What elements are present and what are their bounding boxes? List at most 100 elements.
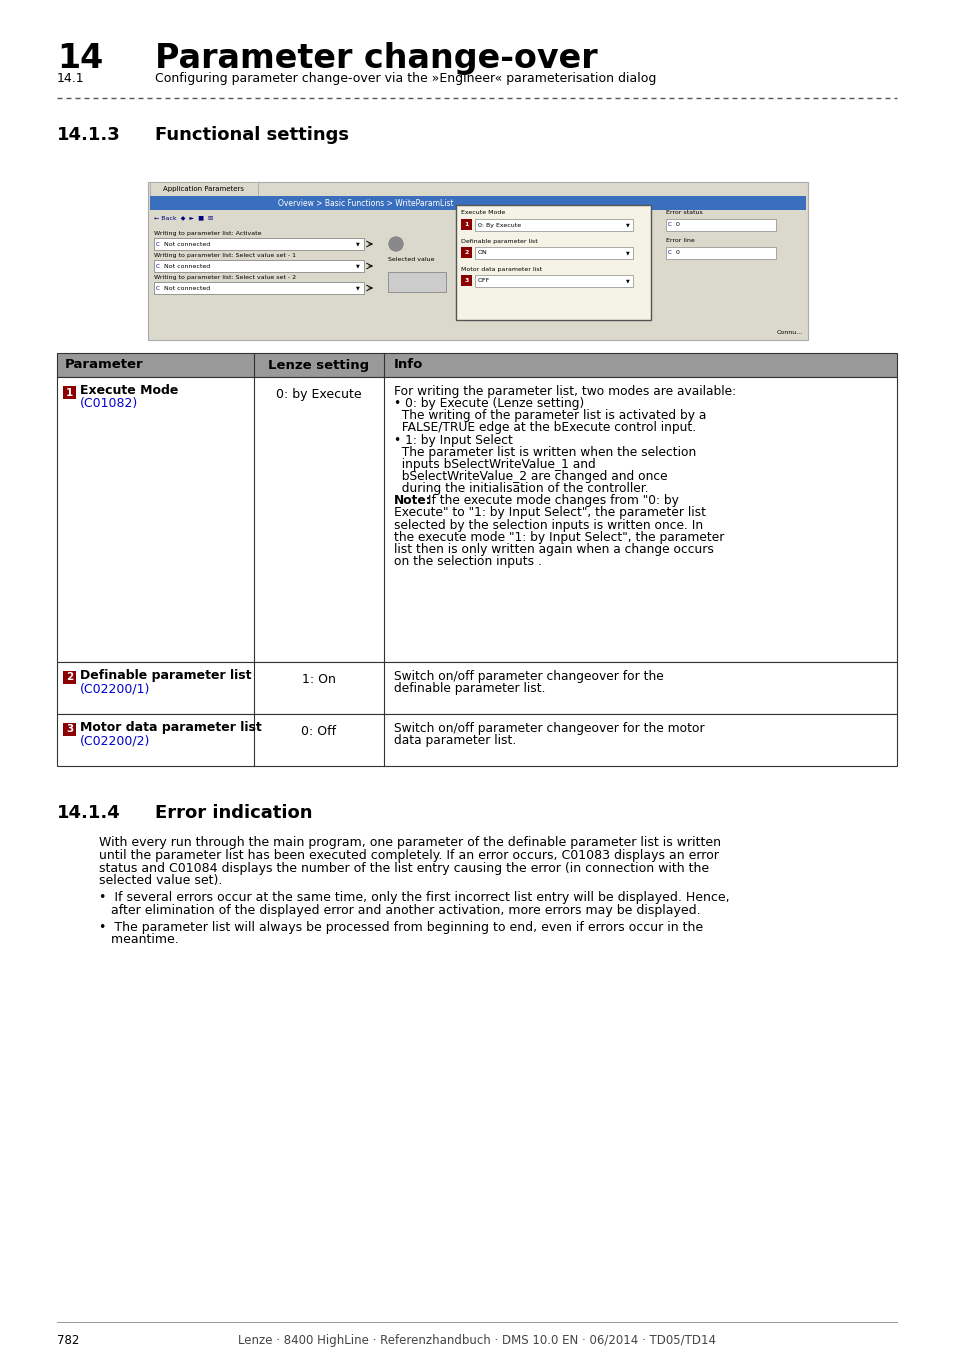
Text: Functional settings: Functional settings	[154, 126, 349, 144]
Text: ▼: ▼	[625, 251, 629, 255]
Text: selected by the selection inputs is written once. In: selected by the selection inputs is writ…	[394, 518, 702, 532]
Text: Not connected: Not connected	[164, 285, 210, 290]
Text: 1: 1	[464, 221, 468, 227]
Text: 0: 0	[676, 223, 679, 228]
Text: the execute mode "1: by Input Select", the parameter: the execute mode "1: by Input Select", t…	[394, 531, 723, 544]
Text: Writing to parameter list: Select value set - 2: Writing to parameter list: Select value …	[153, 275, 295, 279]
Text: Definable parameter list: Definable parameter list	[460, 239, 537, 243]
Text: Switch on/off parameter changeover for the motor: Switch on/off parameter changeover for t…	[394, 722, 704, 734]
Text: meantime.: meantime.	[99, 933, 178, 946]
Text: 1: 1	[66, 387, 73, 397]
Bar	[63, 671, 76, 684]
Text: ▼: ▼	[625, 223, 629, 228]
Text: C: C	[156, 285, 159, 290]
Text: Execute Mode: Execute Mode	[460, 211, 505, 216]
Bar	[150, 196, 805, 211]
Text: 0: Off: 0: Off	[301, 725, 336, 738]
Text: Writing to parameter list: Select value set - 1: Writing to parameter list: Select value …	[153, 252, 295, 258]
Bar	[665, 247, 775, 259]
Text: Overview > Basic Functions > WriteParamList: Overview > Basic Functions > WriteParamL…	[277, 198, 453, 208]
Text: ▼: ▼	[355, 242, 359, 247]
Bar	[63, 386, 76, 400]
Text: 14: 14	[57, 42, 103, 76]
Text: 0: by Execute: 0: by Execute	[276, 387, 361, 401]
Text: 14.1: 14.1	[57, 72, 85, 85]
Bar	[57, 714, 896, 765]
Text: 0: 0	[676, 251, 679, 255]
Text: Connu...: Connu...	[776, 329, 802, 335]
Text: (C01082): (C01082)	[80, 397, 138, 410]
Text: Not connected: Not connected	[164, 263, 210, 269]
Text: 2: 2	[66, 672, 73, 683]
Text: Execute" to "1: by Input Select", the parameter list: Execute" to "1: by Input Select", the pa…	[394, 506, 705, 520]
Text: Motor data parameter list: Motor data parameter list	[80, 721, 261, 734]
Text: C: C	[156, 242, 159, 247]
Text: The parameter list is written when the selection: The parameter list is written when the s…	[394, 446, 696, 459]
Bar	[475, 219, 633, 231]
Text: status and C01084 displays the number of the list entry causing the error (in co: status and C01084 displays the number of…	[99, 861, 708, 875]
Text: ▼: ▼	[355, 263, 359, 269]
Text: 3: 3	[66, 725, 73, 734]
Text: Parameter change-over: Parameter change-over	[154, 42, 597, 76]
Text: ← Back  ◆  ►  ■  ✉: ← Back ◆ ► ■ ✉	[153, 216, 213, 220]
Text: Motor data parameter list: Motor data parameter list	[460, 266, 541, 271]
Text: 14.1.3: 14.1.3	[57, 126, 121, 144]
Text: •  The parameter list will always be processed from beginning to end, even if er: • The parameter list will always be proc…	[99, 921, 702, 934]
Text: Lenze · 8400 HighLine · Referenzhandbuch · DMS 10.0 EN · 06/2014 · TD05/TD14: Lenze · 8400 HighLine · Referenzhandbuch…	[237, 1334, 716, 1347]
Text: 14.1.4: 14.1.4	[57, 805, 121, 822]
Text: (C02200/2): (C02200/2)	[80, 734, 151, 747]
Text: 3: 3	[464, 278, 468, 283]
Text: data parameter list.: data parameter list.	[394, 734, 516, 747]
Bar	[148, 182, 807, 340]
Text: The writing of the parameter list is activated by a: The writing of the parameter list is act…	[394, 409, 705, 423]
Text: list then is only written again when a change occurs: list then is only written again when a c…	[394, 543, 713, 556]
Bar	[153, 238, 364, 250]
Text: FALSE/TRUE edge at the bExecute control input.: FALSE/TRUE edge at the bExecute control …	[394, 421, 696, 435]
Text: Error indication: Error indication	[154, 805, 313, 822]
Text: Writing to parameter list: Activate: Writing to parameter list: Activate	[153, 231, 261, 236]
Text: until the parameter list has been executed completely. If an error occurs, C0108: until the parameter list has been execut…	[99, 849, 719, 861]
Text: ON: ON	[477, 251, 487, 255]
Bar	[57, 352, 896, 377]
Text: Execute Mode: Execute Mode	[80, 383, 178, 397]
Bar	[153, 282, 364, 294]
Text: 0: By Execute: 0: By Execute	[477, 223, 520, 228]
Text: 1: On: 1: On	[302, 674, 335, 686]
Bar	[460, 247, 472, 258]
Text: For writing the parameter list, two modes are available:: For writing the parameter list, two mode…	[394, 385, 736, 398]
Text: 782: 782	[57, 1334, 79, 1347]
Bar	[150, 182, 257, 196]
Text: Selected value: Selected value	[388, 256, 434, 262]
Text: 2: 2	[464, 250, 468, 255]
Bar	[475, 275, 633, 288]
Text: C: C	[667, 251, 671, 255]
Text: (C02200/1): (C02200/1)	[80, 682, 151, 695]
Text: Definable parameter list: Definable parameter list	[80, 670, 252, 682]
Bar	[475, 247, 633, 259]
Bar	[665, 219, 775, 231]
Text: ▼: ▼	[625, 278, 629, 283]
Text: Lenze setting: Lenze setting	[268, 359, 369, 371]
Text: ▼: ▼	[355, 285, 359, 290]
Text: If the execute mode changes from "0: by: If the execute mode changes from "0: by	[423, 494, 679, 508]
Text: Switch on/off parameter changeover for the: Switch on/off parameter changeover for t…	[394, 670, 663, 683]
Text: Error line: Error line	[665, 239, 694, 243]
Text: • 0: by Execute (Lenze setting): • 0: by Execute (Lenze setting)	[394, 397, 583, 410]
Bar	[460, 275, 472, 286]
Text: Parameter: Parameter	[65, 359, 144, 371]
Text: C: C	[156, 263, 159, 269]
Text: C: C	[667, 223, 671, 228]
Bar	[57, 377, 896, 662]
Text: Configuring parameter change-over via the »Engineer« parameterisation dialog: Configuring parameter change-over via th…	[154, 72, 656, 85]
Text: Info: Info	[394, 359, 423, 371]
Text: OFF: OFF	[477, 278, 490, 283]
Bar	[153, 261, 364, 271]
Bar	[57, 662, 896, 714]
Text: •  If several errors occur at the same time, only the first incorrect list entry: • If several errors occur at the same ti…	[99, 891, 729, 904]
Text: • 1: by Input Select: • 1: by Input Select	[394, 433, 513, 447]
Circle shape	[389, 238, 402, 251]
Text: bSelectWriteValue_2 are changed and once: bSelectWriteValue_2 are changed and once	[394, 470, 667, 483]
Text: selected value set).: selected value set).	[99, 875, 222, 887]
Bar	[388, 271, 446, 292]
Text: Not connected: Not connected	[164, 242, 210, 247]
